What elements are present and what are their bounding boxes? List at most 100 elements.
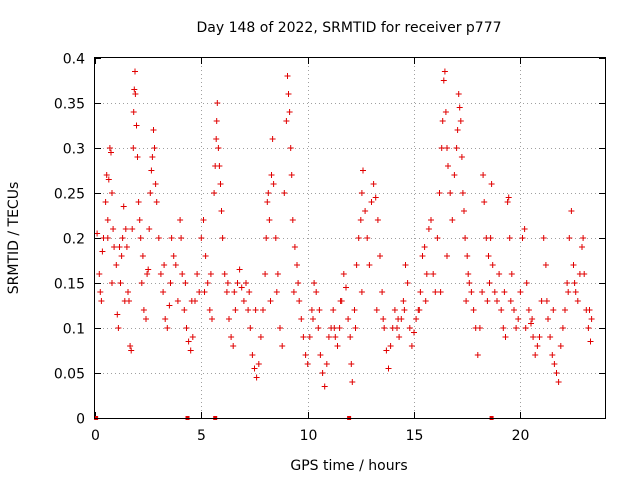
data-point [132, 68, 138, 75]
data-point [521, 226, 528, 232]
data-point [144, 271, 151, 277]
data-point [404, 280, 411, 286]
tick-labels: 0 0.05 0.1 0.15 0.2 0.25 0.3 0.35 0.4 0 5 10 15 20 [54, 52, 530, 445]
data-point [245, 307, 252, 313]
y-tick-label: 0.25 [54, 187, 85, 203]
data-point [272, 235, 279, 241]
data-point [122, 226, 129, 232]
data-point [540, 235, 547, 241]
data-point [230, 343, 237, 349]
data-point [228, 334, 235, 340]
data-point [442, 109, 449, 115]
data-point [419, 253, 426, 259]
data-point [343, 284, 349, 291]
data-point [117, 280, 124, 286]
data-point [423, 271, 430, 277]
data-point [505, 194, 512, 201]
data-point [284, 73, 291, 79]
data-point [204, 280, 211, 286]
data-point [260, 307, 266, 313]
data-point [121, 298, 128, 304]
data-point [147, 190, 154, 196]
data-point [425, 226, 432, 232]
data-point [114, 311, 121, 318]
data-point [355, 235, 362, 241]
data-point [345, 316, 352, 322]
data-point [406, 325, 413, 331]
data-point [357, 217, 364, 223]
data-point [270, 181, 277, 187]
data-point [336, 325, 343, 331]
data-point [257, 334, 264, 340]
data-point [440, 77, 447, 84]
data-point [494, 298, 500, 304]
data-point [140, 307, 147, 313]
data-point [294, 262, 300, 268]
data-point [217, 181, 224, 187]
data-point [221, 271, 228, 277]
data-point [231, 289, 238, 295]
data-point [273, 289, 280, 295]
data-point [572, 289, 579, 295]
data-point [106, 145, 113, 151]
data-point [96, 271, 103, 277]
data-point [130, 109, 137, 115]
data-point [488, 181, 495, 187]
data-point [530, 334, 537, 340]
data-point [422, 298, 429, 304]
data-point [451, 172, 458, 178]
data-point [110, 226, 117, 232]
data-point [536, 334, 543, 340]
data-point [434, 235, 441, 241]
data-point [457, 118, 464, 124]
data-point [116, 244, 123, 250]
data-point [243, 280, 249, 286]
data-point [394, 325, 400, 331]
data-point [134, 154, 141, 160]
data-point [315, 325, 322, 331]
y-tick-label: 0 [76, 412, 85, 428]
data-point [579, 244, 585, 250]
data-point [133, 122, 140, 129]
x-axis-label: GPS time / hours [290, 458, 407, 474]
data-point [295, 280, 302, 286]
data-point [109, 280, 115, 286]
data-point [588, 316, 595, 322]
data-point [306, 334, 313, 340]
data-point [167, 280, 174, 286]
data-point [428, 217, 434, 223]
data-point [437, 289, 444, 295]
data-point [183, 325, 190, 331]
data-point [155, 235, 162, 241]
plot-frame [94, 57, 606, 419]
data-point [111, 244, 118, 250]
data-point [508, 271, 515, 277]
data-point [252, 307, 259, 313]
data-point [465, 271, 472, 277]
data-point [432, 289, 439, 295]
data-point [153, 199, 160, 205]
data-point [97, 289, 104, 295]
data-point [557, 343, 564, 349]
data-point [162, 316, 169, 322]
data-point [491, 289, 498, 295]
data-point [476, 325, 483, 331]
data-point [179, 271, 186, 277]
data-point [128, 347, 135, 354]
data-point [129, 226, 136, 232]
data-point [507, 298, 514, 304]
data-point [289, 217, 296, 223]
data-point [481, 199, 488, 205]
data-point [489, 262, 496, 268]
data-point [323, 361, 330, 367]
data-point [401, 307, 408, 313]
data-point [402, 262, 409, 268]
data-point [157, 271, 164, 277]
data-point [265, 190, 272, 196]
data-point [484, 298, 491, 304]
data-point [201, 289, 208, 295]
data-point [130, 145, 137, 151]
data-point [138, 280, 145, 286]
data-point [178, 235, 185, 241]
data-point [145, 266, 152, 273]
